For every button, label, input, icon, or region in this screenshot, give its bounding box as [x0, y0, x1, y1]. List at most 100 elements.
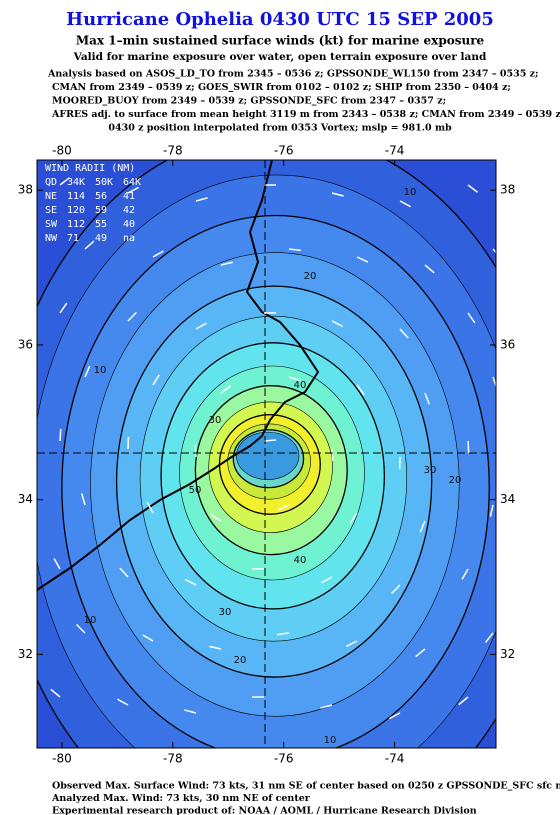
footer-line: Analyzed Max. Wind: 73 kts, 30 nm NE of …: [51, 793, 311, 804]
contour-label: 50: [189, 485, 202, 496]
wind-vector: [467, 312, 476, 324]
wind-vector: [195, 322, 207, 330]
valid-note: Valid for marine exposure over water, op…: [73, 51, 487, 63]
wind-vector: [288, 248, 302, 252]
wind-vector: [209, 645, 222, 650]
wind-vector: [117, 698, 129, 706]
wind-radii-cell: na: [123, 233, 135, 244]
wind-radii-cell: 42: [123, 205, 135, 216]
wind-vector: [59, 177, 70, 186]
x-tick-label: -76: [274, 752, 294, 766]
footer-line: Observed Max. Surface Wind: 73 kts, 31 n…: [52, 781, 560, 792]
map: 10 20 30 20 40 30 20 10 10 10 50 40 30: [37, 160, 496, 748]
analysis-line: MOORED_BUOY from 2349 – 0539 z; GPSSONDE…: [52, 96, 446, 107]
wind-radii-cell: NW: [45, 233, 58, 244]
wind-vector: [185, 578, 197, 586]
wind-vector: [391, 584, 401, 595]
y-tick-label: 32: [18, 647, 33, 661]
wind-radii-cell: QD: [45, 177, 57, 188]
contour-label: 30: [209, 415, 222, 426]
wind-vector: [80, 493, 86, 506]
wind-vector: [220, 261, 233, 266]
wind-radii-cell: 64K: [123, 177, 141, 188]
wind-vector: [119, 567, 129, 578]
wind-vector: [419, 520, 426, 533]
wind-vector: [467, 184, 479, 193]
wind-vector: [210, 513, 222, 522]
wind-radii-cell: 55: [95, 219, 107, 230]
wind-vector: [84, 365, 91, 378]
wind-vector: [288, 376, 301, 382]
contour-label: 10: [404, 187, 417, 198]
wind-vector: [399, 200, 411, 208]
contour-label: 30: [424, 465, 437, 476]
wind-vector: [194, 444, 197, 458]
wind-vector: [399, 328, 409, 339]
wind-radii-cell: 41: [123, 191, 135, 202]
wind-vector: [331, 192, 344, 197]
wind-radii-cell: 56: [95, 191, 107, 202]
wind-vector: [146, 502, 154, 514]
title: Hurricane Ophelia 0430 UTC 15 SEP 2005: [66, 9, 494, 30]
wind-vector: [424, 392, 430, 405]
wind-vector: [184, 709, 197, 714]
x-tick-label: -80: [52, 144, 72, 158]
wind-vector: [59, 428, 62, 442]
wind-radii-cell: 34K: [67, 177, 85, 188]
wind-vector: [492, 248, 496, 254]
wind-vector: [127, 186, 139, 194]
wind-radii-cell: 112: [67, 219, 85, 230]
wind-vector: [195, 197, 208, 202]
wind-vector: [142, 634, 154, 642]
wind-vector: [345, 640, 358, 647]
wind-vector: [277, 504, 290, 511]
contour-label: 10: [324, 735, 337, 746]
analysis-line: CMAN from 2349 – 0539 z; GOES_SWIR from …: [52, 82, 511, 93]
wind-vector: [331, 448, 334, 462]
wind-vector: [489, 504, 494, 517]
map-frame: [36, 159, 497, 749]
wind-vector: [424, 264, 435, 274]
y-tick-label: 32: [500, 647, 515, 661]
wind-radii-cell: 71: [67, 233, 79, 244]
position-note: 0430 z position interpolated from 0353 V…: [108, 123, 452, 134]
x-tick-label: -74: [385, 752, 405, 766]
y-tick-label: 34: [500, 492, 515, 506]
x-tick-label: -80: [52, 752, 72, 766]
coastline: [37, 160, 320, 591]
wind-vector: [415, 648, 426, 658]
wind-vector: [331, 320, 344, 328]
wind-vector: [458, 696, 469, 706]
wind-radii-cell: 50K: [95, 177, 113, 188]
x-tick-label: -78: [163, 752, 183, 766]
analysis-line: Analysis based on ASOS_LD_TO from 2345 –…: [47, 69, 539, 80]
wind-vector: [277, 632, 290, 636]
x-tick-label: -78: [163, 144, 183, 158]
footer-line: Experimental research product of: NOAA /…: [52, 806, 477, 815]
wind-vector: [152, 374, 160, 386]
wind-vector: [321, 576, 333, 584]
contour-label: 10: [84, 615, 97, 626]
wind-radii-cell: 120: [67, 205, 85, 216]
wind-radii-cell: 114: [67, 191, 85, 202]
wind-vector: [492, 376, 496, 389]
wind-vector: [461, 568, 469, 580]
wind-vector: [356, 256, 369, 263]
wind-vector: [220, 385, 232, 394]
subtitle: Max 1–min sustained surface winds (kt) f…: [76, 34, 485, 48]
wind-vector: [320, 704, 333, 709]
wind-radii-cell: SE: [45, 205, 57, 216]
x-tick-label: -76: [274, 144, 294, 158]
wind-radii-cell: 49: [95, 233, 107, 244]
wind-vector: [59, 302, 68, 314]
wind-vector: [84, 240, 95, 250]
y-tick-label: 38: [500, 183, 515, 197]
wind-vector: [389, 712, 401, 720]
wind-radii-cell: NE: [45, 191, 57, 202]
wind-radii-cell: 59: [95, 205, 107, 216]
contour-label: 30: [219, 607, 232, 618]
y-tick-label: 36: [500, 337, 515, 351]
wind-radii-cell: SW: [45, 219, 58, 230]
contour-label: 40: [294, 555, 307, 566]
y-tick-label: 38: [18, 183, 33, 197]
